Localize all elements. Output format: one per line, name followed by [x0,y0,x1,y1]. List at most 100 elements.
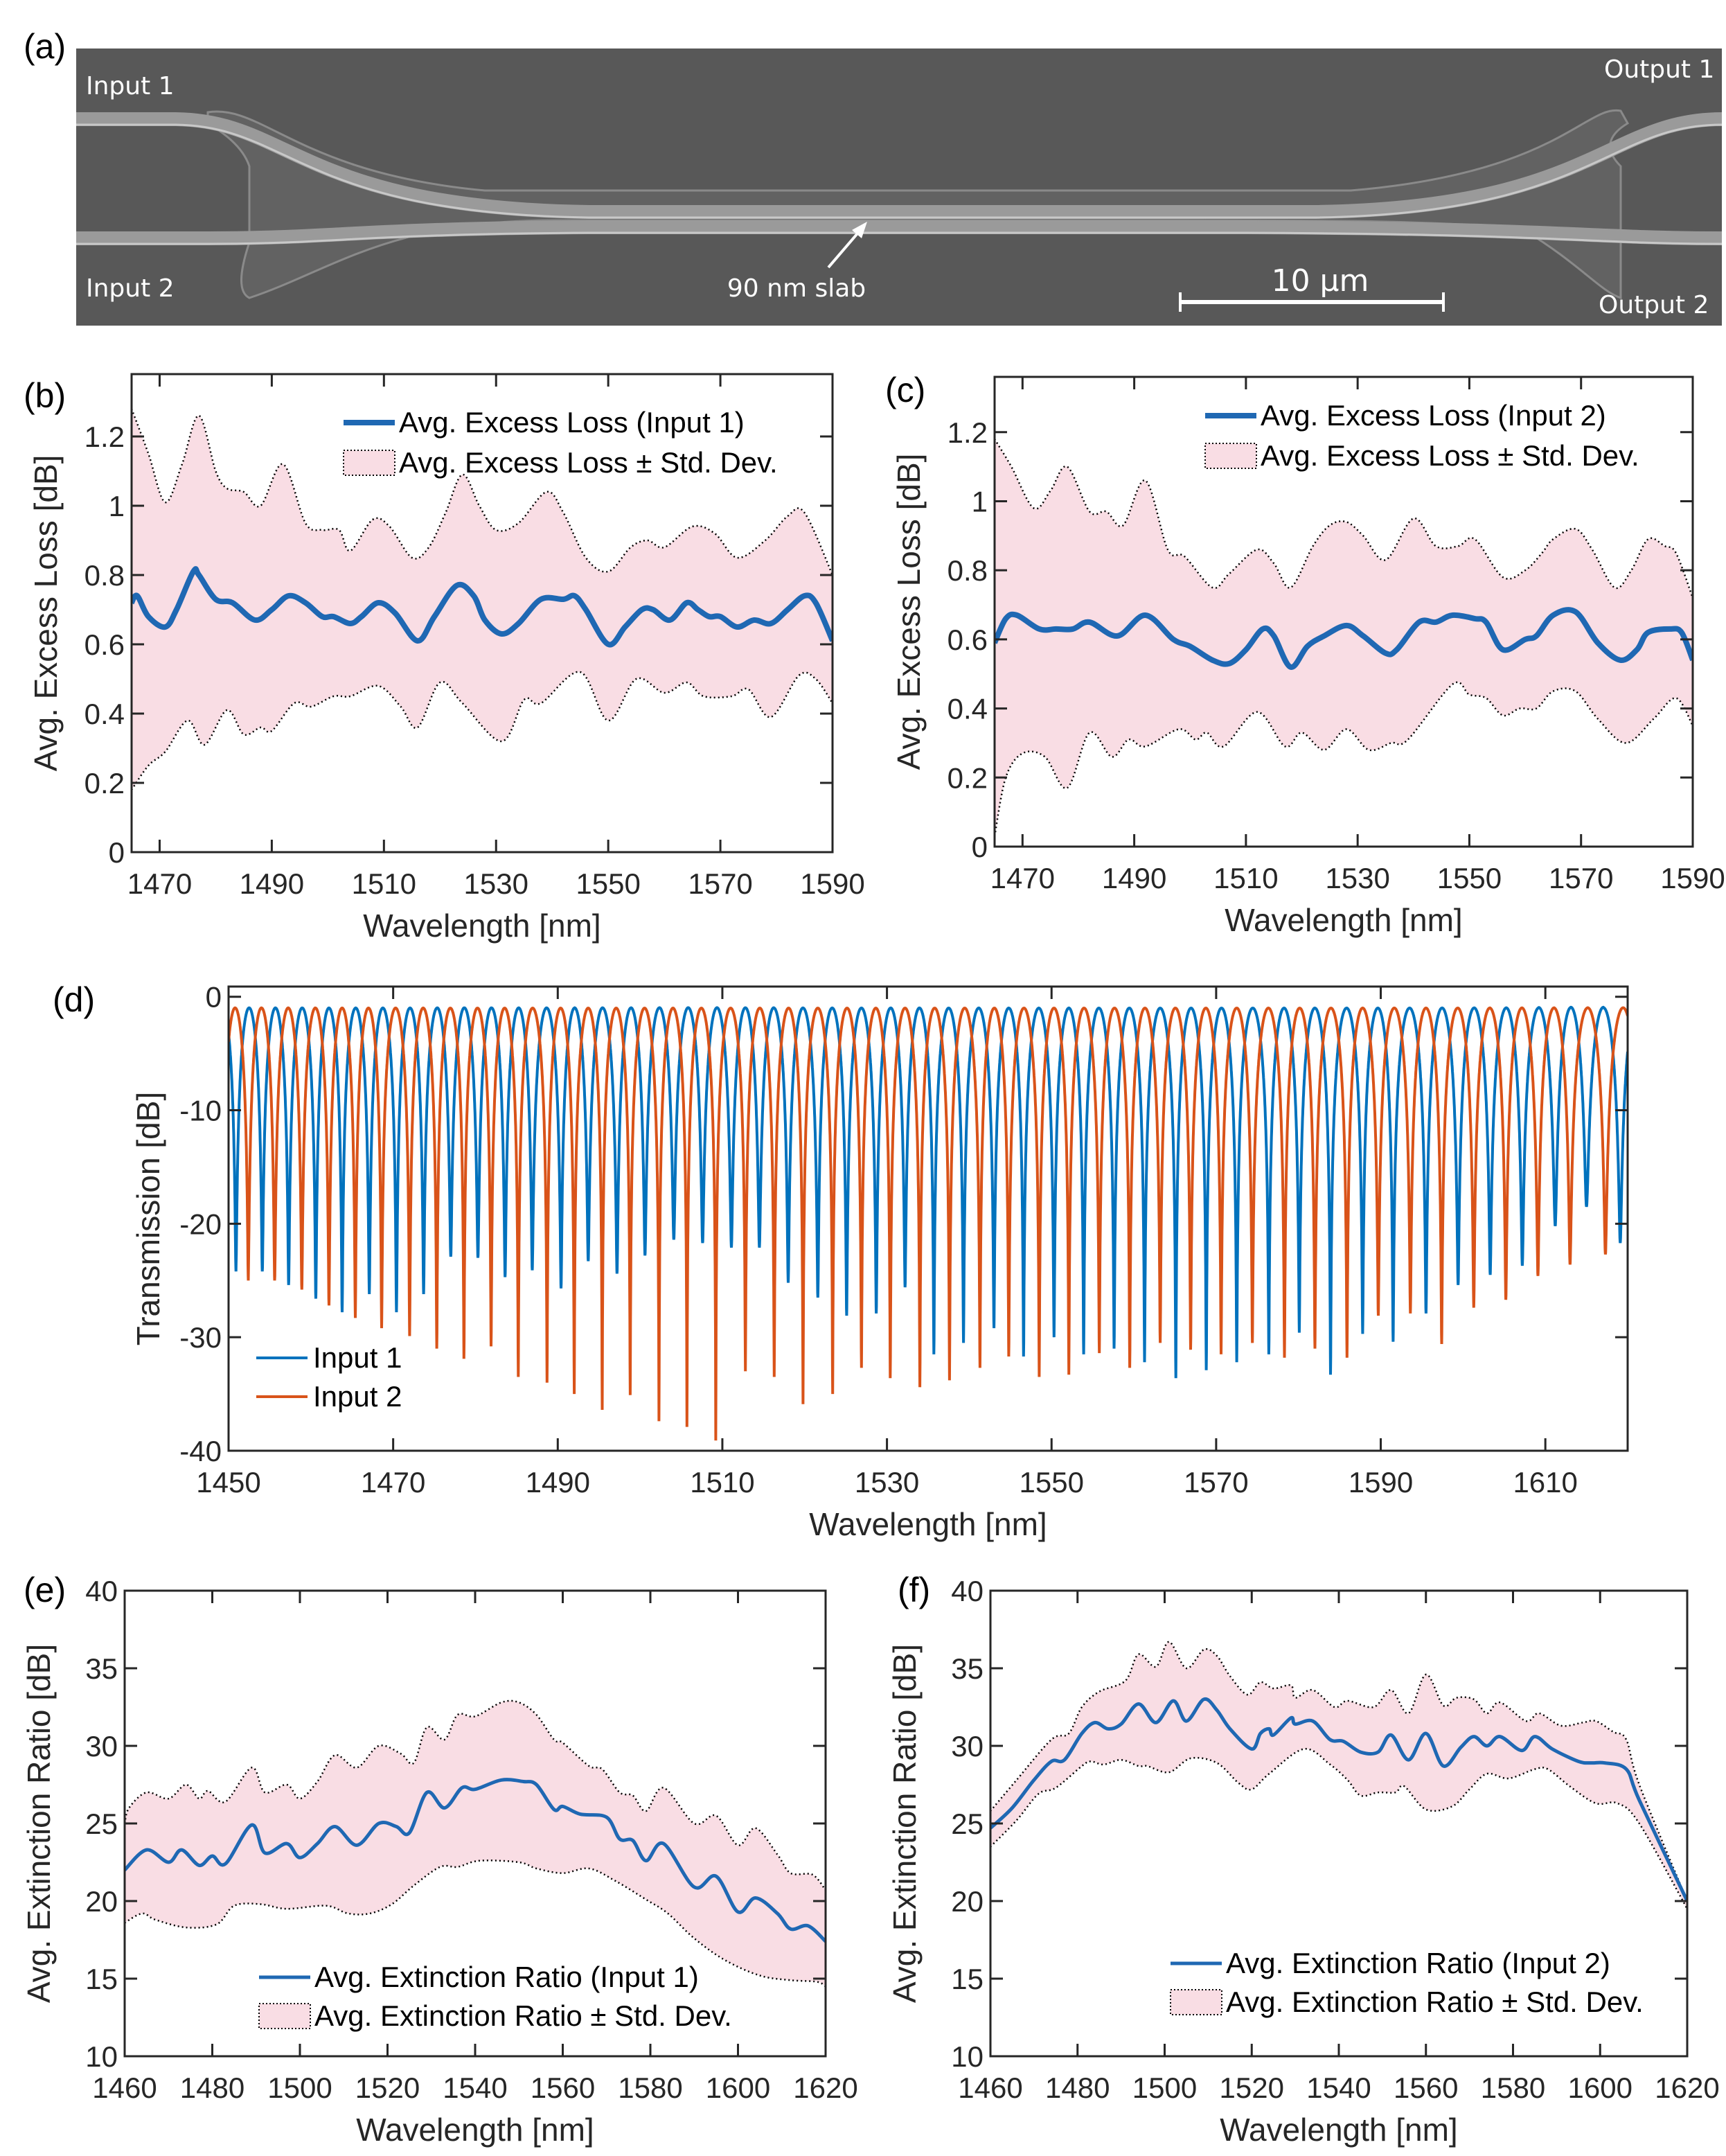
x-tick-label: 1450 [196,1466,260,1499]
legend: Avg. Excess Loss (Input 2) Avg. Excess Lo… [1204,399,1639,472]
y-tick-label: 0.2 [84,767,125,799]
y-tick-label: 40 [951,1575,984,1607]
legend-band-swatch [1170,1989,1222,2015]
panel-label-d: (d) [53,980,95,1019]
chart-d: 1450 1470 1490 1510 1530 1550 1570 1590 1610 -40 -… [130,981,1629,1542]
legend: Avg. Extinction Ratio (Input 1) Avg. Exti… [258,1961,732,2032]
x-tick-label: 1580 [1481,2071,1545,2104]
x-tick-label: 1620 [1655,2071,1719,2104]
y-axis-label: Transmission [dB] [130,1092,166,1345]
legend-band-label: Avg. Extinction Ratio ± Std. Dev. [1226,1986,1644,2018]
y-tick-label: 1.2 [947,416,988,449]
waveguide-input1 [76,112,1723,219]
x-tick-label: 1460 [92,2071,157,2104]
plot-area [229,1005,1628,1441]
y-tick-label: 0 [109,836,125,869]
lower-bound-line [132,671,833,790]
x-tick-label: 1540 [1306,2071,1371,2104]
y-tick-label: 1.2 [84,421,125,453]
axes-box [993,375,1694,848]
y-tick-label: 35 [85,1652,118,1685]
x-tick-label: 1550 [1020,1466,1084,1499]
x-tick-label: 1560 [1394,2071,1458,2104]
y-tick-label: 0 [972,831,988,863]
x-tick-label: 1620 [793,2071,857,2104]
y-tick-label: 35 [951,1652,984,1685]
x-tick-label: 1470 [127,867,192,900]
y-tick-label: -30 [179,1321,222,1354]
x-tick-label: 1540 [443,2071,507,2104]
panel-label-e: (e) [24,1571,66,1609]
x-tick-label: 1530 [855,1466,919,1499]
y-tick-label: 10 [951,2040,984,2073]
y-tick-label: 10 [85,2040,118,2073]
legend: Input 1 Input 2 [256,1341,402,1413]
y-tick-label: 20 [951,1885,984,1918]
plot-area [995,439,1693,837]
axes-box [130,373,834,854]
x-axis-label: Wavelength [nm] [1225,902,1462,938]
legend-label-1: Input 1 [313,1341,402,1374]
upper-bound-line [125,1699,826,1891]
output2-label: Output 2 [1599,291,1709,319]
panel-label-c: (c) [885,371,925,409]
x-tick-label: 1500 [1132,2071,1197,2104]
x-tick-label: 1490 [240,867,304,900]
x-axis-label: Wavelength [nm] [356,2112,594,2148]
y-tick-label: 30 [951,1730,984,1762]
y-tick-label: 0.6 [947,624,988,656]
chart-b: 1470 1490 1510 1530 1550 1570 1590 0 0.2 0.4 0.6 0.… [28,373,865,944]
input2-label: Input 2 [86,274,175,303]
x-tick-label: 1460 [958,2071,1022,2104]
x-tick-label: 1480 [180,2071,244,2104]
legend: Avg. Excess Loss (Input 1) Avg. Excess Lo… [343,406,778,479]
y-tick-label: 1 [972,485,988,518]
y-tick-label: -10 [179,1095,222,1127]
mean-line [132,566,833,648]
legend-band-label: Avg. Extinction Ratio ± Std. Dev. [314,1999,732,2032]
x-tick-label: 1530 [464,867,528,900]
panel-label-b: (b) [24,376,66,415]
y-tick-label: -20 [179,1208,222,1240]
x-tick-label: 1600 [706,2071,770,2104]
x-tick-label: 1470 [990,862,1055,894]
x-axis-label: Wavelength [nm] [363,908,600,944]
std-dev-band [125,1700,826,1987]
upper-bound-line [990,1641,1687,1902]
legend-band-swatch [343,450,395,476]
input1-label: Input 1 [86,72,175,100]
x-tick-label: 1490 [526,1466,590,1499]
y-tick-label: 0.4 [947,693,988,725]
x-tick-label: 1570 [688,867,752,900]
plot-area [125,1699,826,1988]
x-tick-label: 1550 [1437,862,1502,894]
arrow-icon [827,222,867,269]
lower-bound-line [995,681,1693,837]
y-tick-label: 0.4 [84,698,125,730]
x-tick-label: 1590 [1660,862,1725,894]
x-tick-label: 1570 [1184,1466,1248,1499]
mean-line [125,1778,826,1943]
mean-line [990,1697,1687,1902]
legend-mean-label: Avg. Excess Loss (Input 1) [399,406,745,439]
y-axis-label: Avg. Extinction Ratio [dB] [887,1644,923,2003]
x-axis-label: Wavelength [nm] [809,1506,1047,1542]
x-tick-label: 1510 [352,867,416,900]
upper-bound-line [995,439,1693,599]
y-tick-label: 0 [206,981,222,1014]
plot-area [132,408,833,790]
chart-c: 1470 1490 1510 1530 1550 1570 1590 0 0.2 0.4 0.6 0.… [891,375,1725,938]
x-tick-label: 1570 [1549,862,1613,894]
output1-label: Output 1 [1604,55,1714,84]
x-tick-label: 1580 [618,2071,682,2104]
x-tick-label: 1480 [1045,2071,1110,2104]
panel-label-f: (f) [898,1571,930,1609]
x-axis-label: Wavelength [nm] [1220,2112,1457,2148]
x-tick-label: 1560 [531,2071,595,2104]
y-tick-label: 25 [951,1808,984,1840]
chart-e: 1460 1480 1500 1520 1540 1560 1580 1600 16201015… [21,1575,858,2148]
chart-f: 1460 1480 1500 1520 1540 1560 1580 1600 16201015… [887,1575,1720,2148]
legend: Avg. Extinction Ratio (Input 2) Avg. Exti… [1170,1947,1644,2018]
x-tick-label: 1610 [1513,1466,1577,1499]
